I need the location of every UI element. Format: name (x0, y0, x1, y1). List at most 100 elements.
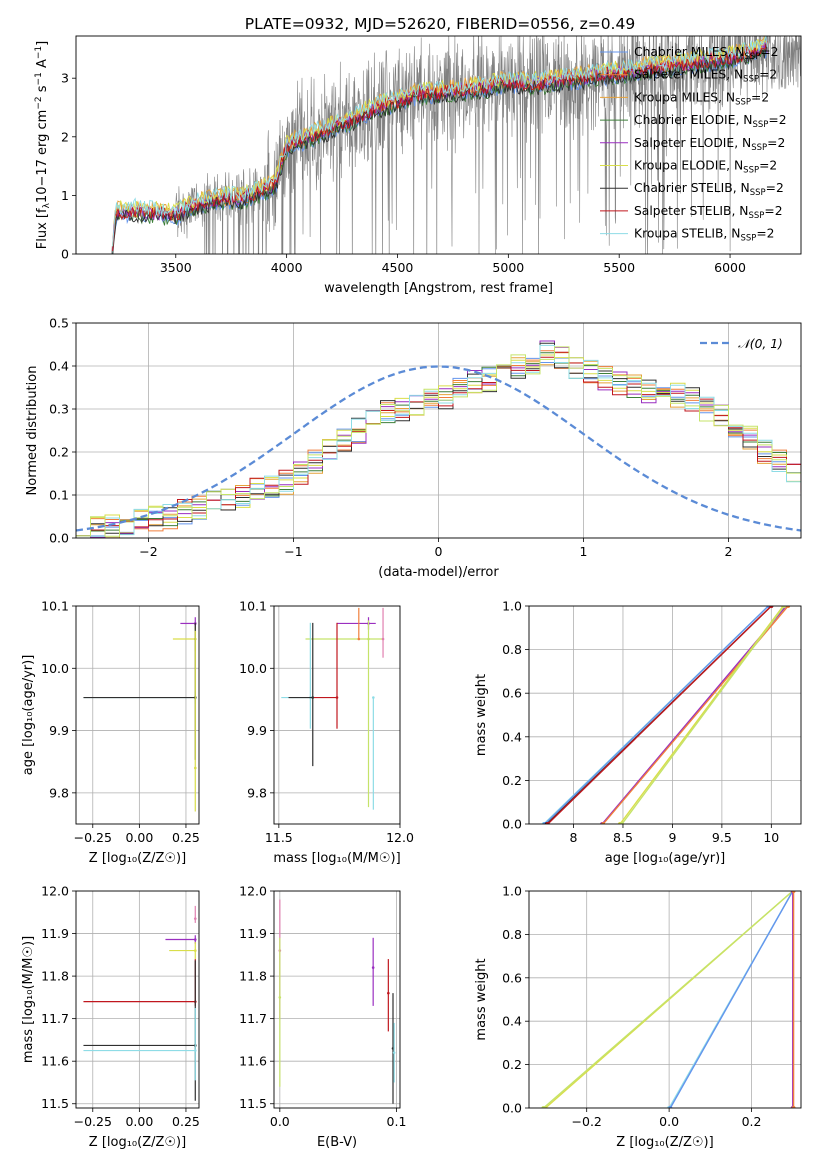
y-tick-label: 2 (61, 129, 69, 144)
legend-label-suffix: =2 (756, 227, 774, 241)
x-axis-label: mass [log₁₀(M/M☉)] (273, 851, 400, 866)
legend-label-suffix: =2 (768, 113, 786, 127)
legend-label: Kroupa STELIB, NSSP=2 (634, 227, 775, 244)
x-tick-label: −0.2 (572, 1114, 602, 1129)
y-tick-label: 11.8 (239, 969, 267, 984)
y-axis-label: age [log₁₀(age/yr)] (21, 655, 36, 776)
legend-label-suffix: =2 (751, 90, 769, 104)
y-axis-label: mass weight (474, 958, 489, 1040)
y-tick-label: 0.4 (502, 1014, 522, 1029)
x-tick-label: 0.1 (387, 1114, 407, 1129)
y-axis-label-part: λ (42, 202, 52, 208)
residual-histogram-step (76, 357, 801, 537)
y-tick-label: 0.6 (502, 970, 522, 985)
x-tick-label: 0.2 (742, 1114, 762, 1129)
age-massweight-panel: 8 8.5 9 9.5 10 0.0 0.2 0.4 0.6 0.8 1.0 age [log₁₀(a… (474, 599, 802, 866)
plot-area (76, 891, 199, 1108)
data-point (371, 966, 375, 969)
axes-frame (273, 605, 401, 825)
legend-label-text: Salpeter MILES, N (634, 68, 743, 82)
x-tick-label: 2 (725, 544, 733, 559)
y-axis-label: mass weight (474, 674, 489, 756)
y-tick-label: 11.9 (239, 926, 267, 941)
y-tick-label: 0.3 (49, 402, 69, 417)
cumulative-start-marker (619, 822, 624, 824)
y-tick-label: 9.8 (247, 785, 267, 800)
cumulative-mass-line (544, 606, 769, 824)
model-spectrum-line (112, 40, 768, 252)
plot-area (76, 606, 199, 824)
legend-label-suffix: =2 (767, 136, 785, 150)
residual-histogram-panel: −2 −1 0 1 2 0.0 0.1 0.2 0.3 0.4 0.5 (data-model)/er… (25, 316, 802, 580)
legend-label-text: Salpeter ELODIE, N (634, 136, 751, 150)
cumulative-mass-line (621, 606, 785, 824)
cumulative-start-marker (545, 822, 550, 824)
x-tick-label: 0.0 (270, 1114, 290, 1129)
y-tick-label: 0.0 (502, 1101, 522, 1116)
data-point (193, 938, 197, 941)
y-tick-label: 11.6 (41, 1054, 69, 1069)
legend-label: Salpeter MILES, NSSP=2 (634, 68, 777, 85)
legend-label-suffix: =2 (760, 45, 778, 59)
data-point (311, 696, 315, 699)
plot-area (529, 891, 801, 1108)
residual-histogram-step (76, 346, 801, 537)
y-tick-label: 10.0 (41, 661, 69, 676)
x-tick-label: 1 (580, 544, 588, 559)
y-tick-label: 0.8 (502, 927, 522, 942)
y-tick-label: 12.0 (239, 884, 267, 899)
x-axis-label: wavelength [Angstrom, rest frame] (324, 281, 553, 296)
data-point (193, 766, 197, 770)
legend-label: Kroupa ELODIE, NSSP=2 (634, 159, 777, 176)
data-point (193, 917, 197, 920)
data-point (193, 949, 197, 952)
legend-label: Kroupa MILES, NSSP=2 (634, 90, 769, 107)
plot-area (111, 36, 801, 254)
x-tick-label: 5500 (603, 260, 635, 275)
residual-histogram-step (76, 340, 801, 538)
legend-label: Chabrier STELIB, NSSP=2 (634, 181, 784, 198)
cumulative-start-marker (541, 1106, 546, 1108)
x-tick-label: 4500 (382, 260, 414, 275)
y-tick-label: 0.2 (502, 1057, 522, 1072)
residual-histogram-step (76, 352, 801, 537)
cumulative-end-marker (769, 606, 774, 608)
legend-label-text: Chabrier ELODIE, N (634, 113, 752, 127)
y-tick-label: 1.0 (502, 884, 522, 899)
model-spectrum-line (112, 39, 768, 252)
x-tick-label: 5000 (492, 260, 524, 275)
y-tick-label: 11.5 (41, 1096, 69, 1111)
x-tick-label: −2 (139, 544, 157, 559)
axes-frame (273, 890, 401, 1109)
cumulative-end-marker (786, 606, 791, 608)
cumulative-mass-line (619, 606, 784, 824)
legend-label: Chabrier MILES, NSSP=2 (634, 45, 778, 62)
y-axis-label-part: Flux [f (35, 208, 50, 249)
legend-label-sub: SSP (743, 75, 759, 85)
legend-label-text: Kroupa MILES, N (634, 90, 735, 104)
residual-histogram-step (76, 354, 801, 537)
legend-label-sub: SSP (735, 97, 751, 107)
x-axis-label: age [log₁₀(age/yr)] (605, 851, 726, 866)
ebv-mass-panel: 0.0 0.1 11.5 11.6 11.7 11.8 11.9 12.0 E(B-V) (239, 884, 406, 1151)
axes-frame (75, 890, 200, 1109)
axes-frame (75, 605, 200, 825)
legend-label-suffix: =2 (759, 159, 777, 173)
legend-label-suffix: =2 (759, 68, 777, 82)
x-tick-label: 9.5 (712, 830, 732, 845)
y-tick-label: 0.4 (502, 729, 522, 744)
residual-histogram-step (76, 351, 801, 537)
legend-label-sub: SSP (744, 52, 760, 62)
data-point (357, 637, 361, 641)
legend-label-suffix: =2 (764, 204, 782, 218)
cumulative-mass-line (547, 606, 772, 824)
metallicity-mass-panel: −0.25 0.00 0.25 11.5 11.6 11.7 11.8 11.9 12.0 Z [… (21, 884, 200, 1151)
x-tick-label: 8.5 (613, 830, 633, 845)
y-tick-label: 0.0 (49, 531, 69, 546)
legend-label: Salpeter STELIB, NSSP=2 (634, 204, 783, 221)
x-tick-label: 0.0 (659, 1114, 679, 1129)
y-tick-label: 3 (61, 71, 69, 86)
y-tick-label: 0.5 (49, 316, 69, 331)
y-tick-label: 0.0 (502, 817, 522, 832)
